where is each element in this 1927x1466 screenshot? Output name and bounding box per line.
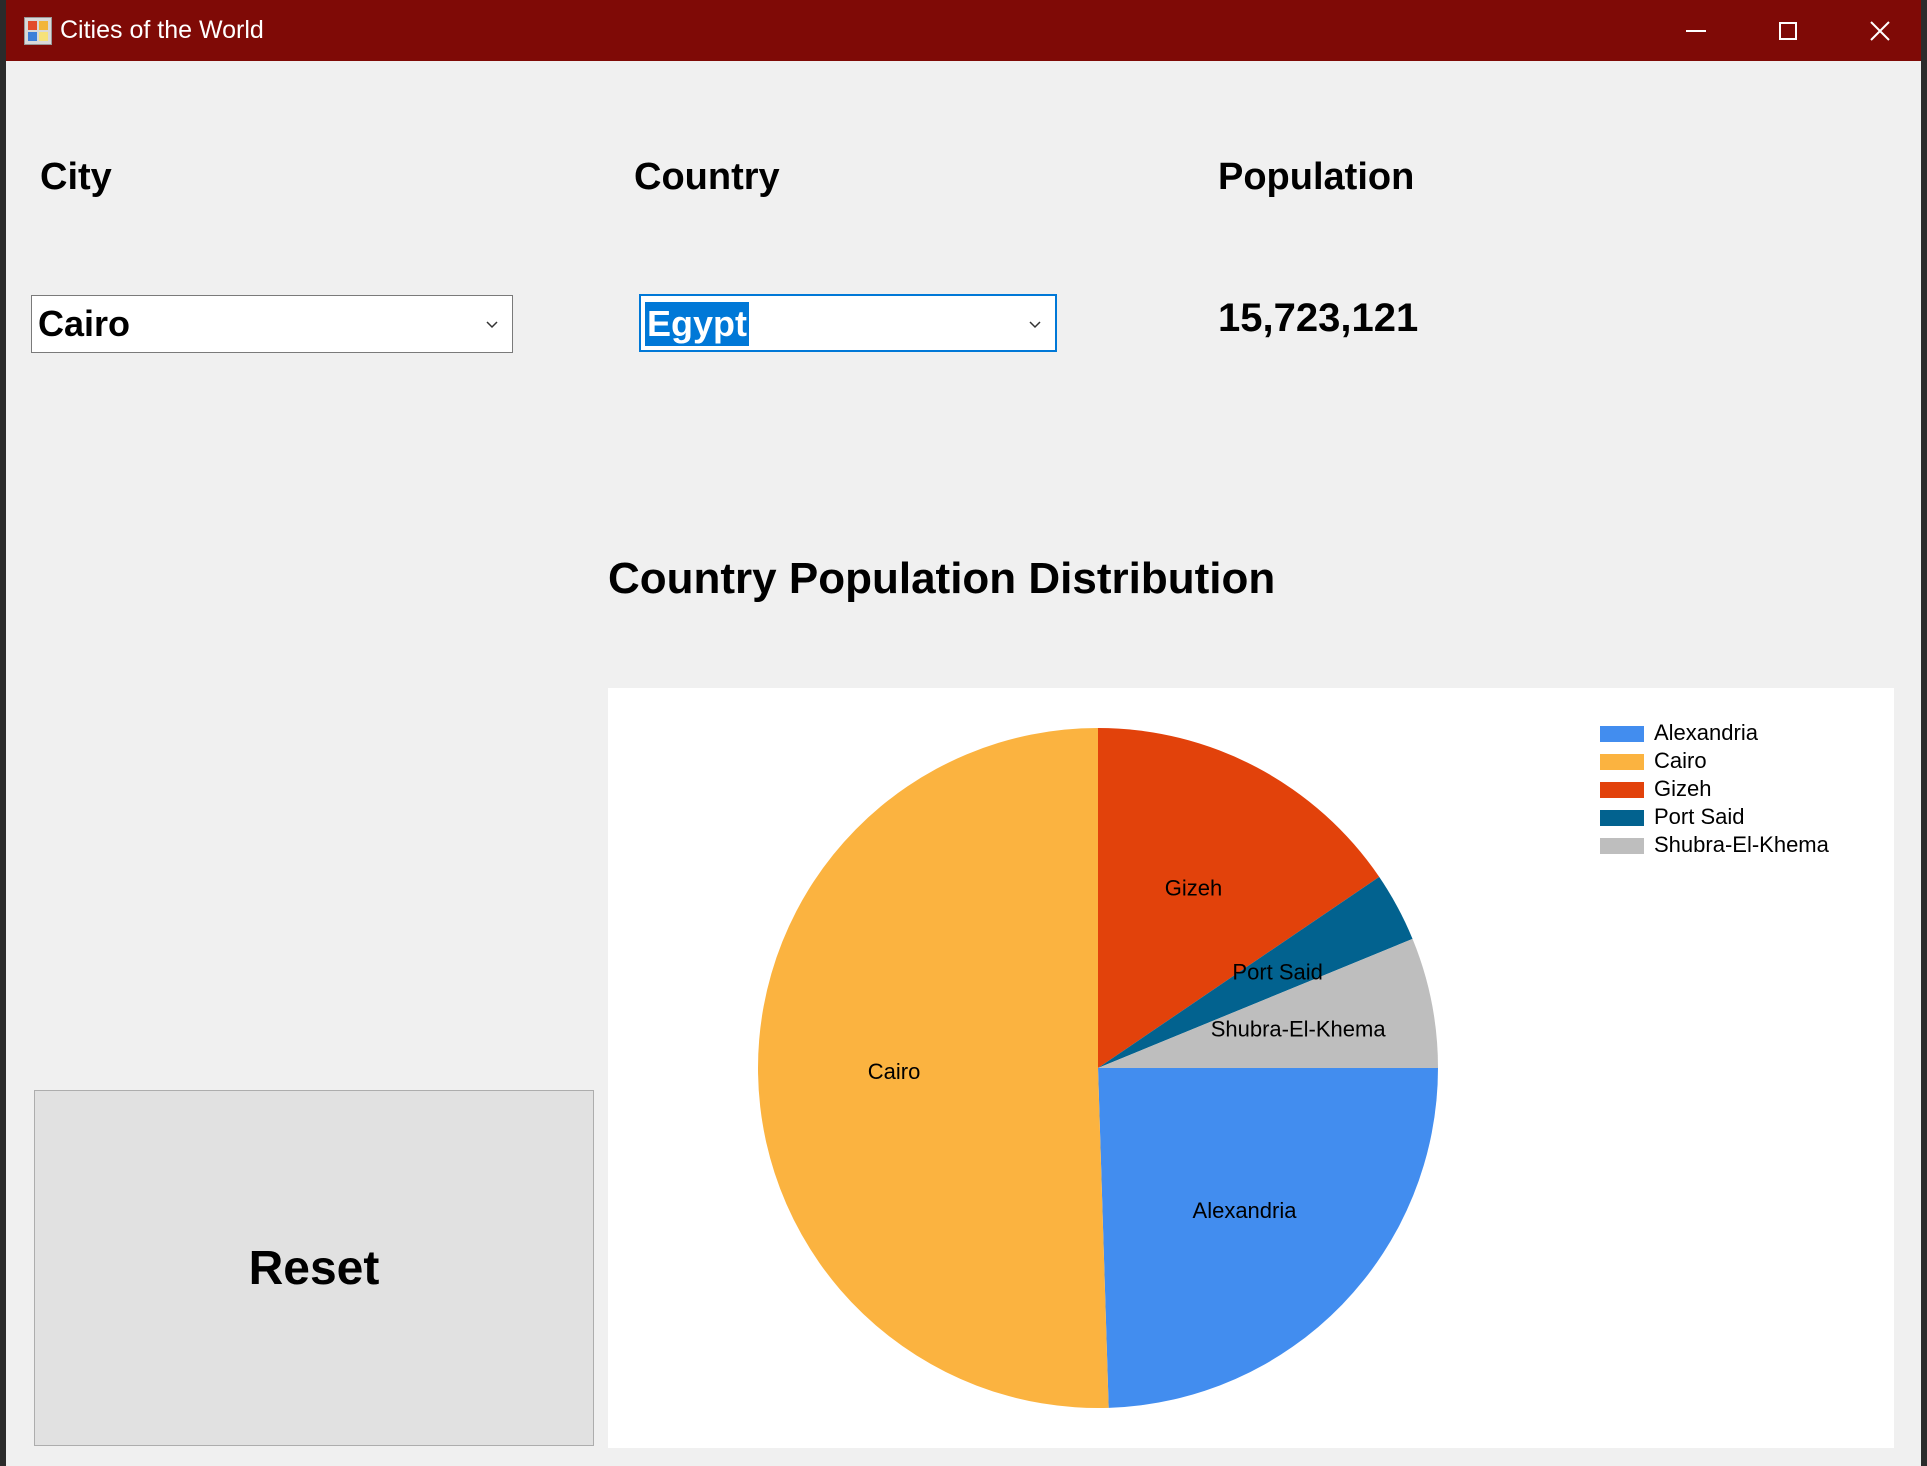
pie-slice-port-said <box>1098 876 1413 1068</box>
city-label: City <box>40 156 112 198</box>
minimize-button[interactable] <box>1651 0 1741 61</box>
country-dropdown-value: Egypt <box>645 302 750 346</box>
pie-slice-gizeh <box>1098 728 1380 1068</box>
legend-swatch <box>1600 726 1644 742</box>
chart-title: Country Population Distribution <box>608 554 1276 603</box>
close-button[interactable] <box>1835 0 1925 61</box>
pie-chart: Alexandria Cairo Gizeh Port Said Shubra-El-K… <box>608 688 1894 1448</box>
legend-label: Alexandria <box>1654 720 1758 745</box>
legend-label: Gizeh <box>1654 776 1712 801</box>
slice-label-alexandria: Alexandria <box>1193 1198 1298 1223</box>
country-dropdown[interactable]: Egypt <box>639 294 1057 352</box>
country-label: Country <box>634 156 780 198</box>
app-window: Cities of the World City Country Populat… <box>6 0 1921 1466</box>
city-dropdown-value: Cairo <box>38 303 131 344</box>
city-dropdown[interactable]: Cairo <box>31 295 513 353</box>
maximize-icon <box>1779 21 1797 40</box>
chevron-down-icon <box>1029 321 1041 329</box>
legend-swatch <box>1600 838 1644 854</box>
app-icon <box>24 17 52 45</box>
pie-slice-alexandria <box>1098 1068 1438 1408</box>
reset-button[interactable]: Reset <box>34 1090 594 1446</box>
minimize-icon <box>1686 29 1706 32</box>
slice-label-shubra-el-khema: Shubra-El-Khema <box>1211 1017 1387 1042</box>
title-bar[interactable]: Cities of the World <box>6 0 1921 61</box>
pie-chart-svg: Alexandria Cairo Gizeh Port Said Shubra-El-K… <box>758 728 1438 1408</box>
pie-slice-cairo <box>758 728 1109 1408</box>
legend-swatch <box>1600 782 1644 798</box>
chevron-down-icon <box>486 321 498 329</box>
slice-label-port-said: Port Said <box>1232 959 1323 984</box>
population-label: Population <box>1218 156 1415 198</box>
legend-label: Cairo <box>1654 748 1707 773</box>
window-title: Cities of the World <box>60 16 264 44</box>
legend-swatch <box>1600 754 1644 770</box>
legend-label: Port Said <box>1654 804 1745 829</box>
legend-swatch <box>1600 810 1644 826</box>
population-value: 15,723,121 <box>1218 296 1419 340</box>
pie-slice-shubra-el-khema <box>1098 938 1438 1068</box>
slice-label-gizeh: Gizeh <box>1165 876 1222 901</box>
close-icon <box>1870 20 1890 41</box>
legend-label: Shubra-El-Khema <box>1654 832 1829 857</box>
slice-label-cairo: Cairo <box>868 1059 921 1084</box>
maximize-button[interactable] <box>1743 0 1833 61</box>
